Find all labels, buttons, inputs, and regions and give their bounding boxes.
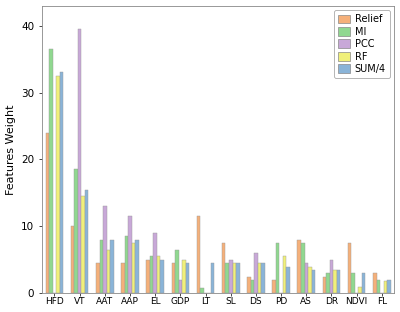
Bar: [251, 280, 254, 293]
Bar: [132, 243, 135, 293]
Bar: [337, 270, 340, 293]
Bar: [85, 190, 88, 293]
Bar: [326, 273, 330, 293]
Bar: [96, 263, 100, 293]
Bar: [157, 256, 160, 293]
Bar: [254, 253, 258, 293]
Bar: [298, 240, 301, 293]
Bar: [232, 263, 236, 293]
Bar: [74, 169, 78, 293]
Bar: [56, 76, 60, 293]
Bar: [106, 250, 110, 293]
Bar: [110, 240, 114, 293]
Bar: [121, 263, 125, 293]
Bar: [261, 263, 265, 293]
Bar: [60, 72, 63, 293]
Bar: [283, 256, 286, 293]
Bar: [46, 133, 49, 293]
Bar: [351, 273, 355, 293]
Bar: [186, 263, 189, 293]
Bar: [384, 281, 387, 293]
Bar: [387, 280, 391, 293]
Bar: [71, 227, 74, 293]
Bar: [333, 270, 337, 293]
Bar: [301, 243, 304, 293]
Bar: [229, 260, 232, 293]
Y-axis label: Features Weight: Features Weight: [6, 104, 16, 195]
Bar: [376, 280, 380, 293]
Bar: [226, 263, 229, 293]
Bar: [135, 240, 139, 293]
Bar: [211, 263, 214, 293]
Bar: [222, 243, 226, 293]
Bar: [175, 250, 179, 293]
Bar: [272, 280, 276, 293]
Bar: [308, 266, 312, 293]
Bar: [330, 260, 333, 293]
Bar: [103, 206, 106, 293]
Bar: [146, 260, 150, 293]
Bar: [125, 236, 128, 293]
Bar: [179, 280, 182, 293]
Bar: [236, 263, 240, 293]
Bar: [348, 243, 351, 293]
Bar: [200, 288, 204, 293]
Bar: [258, 263, 261, 293]
Bar: [247, 276, 251, 293]
Bar: [373, 273, 376, 293]
Bar: [49, 49, 53, 293]
Bar: [304, 263, 308, 293]
Bar: [78, 29, 82, 293]
Bar: [323, 276, 326, 293]
Bar: [312, 270, 315, 293]
Bar: [276, 243, 279, 293]
Bar: [128, 216, 132, 293]
Bar: [150, 256, 154, 293]
Bar: [358, 287, 362, 293]
Bar: [197, 216, 200, 293]
Bar: [160, 260, 164, 293]
Bar: [362, 273, 366, 293]
Bar: [286, 266, 290, 293]
Bar: [100, 240, 103, 293]
Legend: Relief, MI, PCC, RF, SUM/4: Relief, MI, PCC, RF, SUM/4: [334, 10, 390, 78]
Bar: [82, 196, 85, 293]
Bar: [182, 260, 186, 293]
Bar: [154, 233, 157, 293]
Bar: [172, 263, 175, 293]
